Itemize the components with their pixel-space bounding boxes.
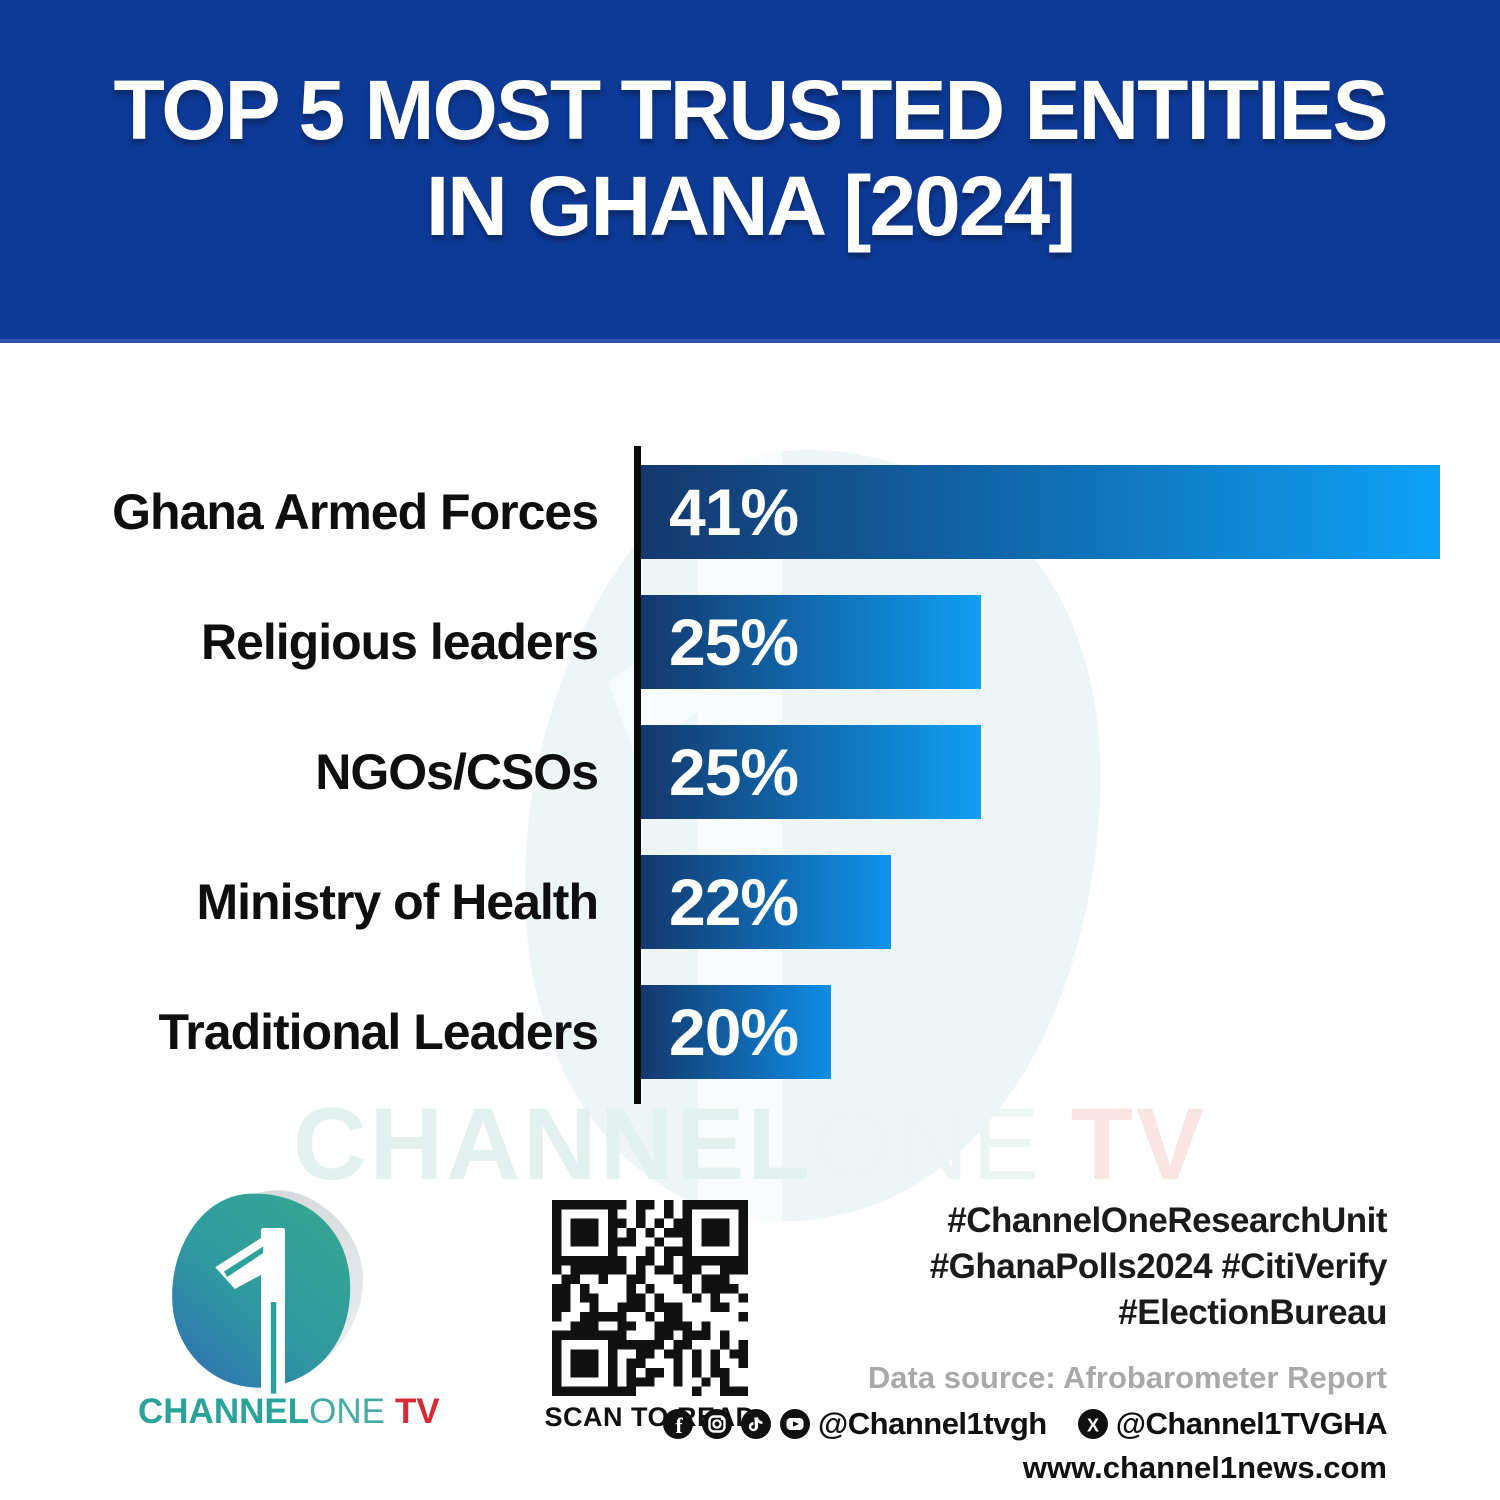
chart-row: Ghana Armed Forces 41%	[0, 465, 1500, 559]
title-line-2: IN GHANA [2024]	[425, 159, 1076, 253]
chart-row: NGOs/CSOs 25%	[0, 725, 1500, 819]
bar-label: Religious leaders	[200, 614, 599, 670]
youtube-icon	[780, 1409, 811, 1439]
x-icon: X	[1077, 1409, 1108, 1439]
watermark-channel: CHANNEL	[292, 1087, 813, 1201]
brand-channel: CHANNEL	[138, 1392, 310, 1431]
header-banner: TOP 5 MOST TRUSTED ENTITIES IN GHANA [20…	[0, 0, 1500, 343]
bar-label: Traditional Leaders	[158, 1004, 599, 1060]
handle-main: @Channel1tvgh	[818, 1406, 1047, 1441]
svg-text:f: f	[675, 1413, 683, 1438]
bar-label: Ministry of Health	[196, 874, 599, 930]
hashtag-line-1: #ChannelOneResearchUnit	[947, 1201, 1387, 1240]
chart-row: Ministry of Health 22%	[0, 855, 1500, 949]
bar-label: NGOs/CSOs	[315, 744, 599, 800]
bar-value: 20%	[669, 995, 799, 1069]
footer-info: #ChannelOneResearchUnit #GhanaPolls2024 …	[662, 1198, 1388, 1486]
bar-value: 22%	[669, 865, 799, 939]
social-row: f @Channel1tvgh X	[662, 1406, 1388, 1442]
hashtag-line-3: #ElectionBureau	[1118, 1293, 1387, 1332]
bar-value: 25%	[669, 605, 799, 679]
svg-text:X: X	[1087, 1416, 1099, 1436]
bar-value: 41%	[669, 475, 799, 549]
chart-axis-line	[634, 446, 641, 1104]
bar: 41%	[641, 465, 1440, 559]
tiktok-icon	[741, 1409, 772, 1439]
watermark-tv: TV	[1070, 1087, 1208, 1201]
bar-value: 25%	[669, 735, 799, 809]
page-title: TOP 5 MOST TRUSTED ENTITIES IN GHANA [20…	[0, 0, 1500, 254]
instagram-icon	[702, 1409, 733, 1439]
title-line-1: TOP 5 MOST TRUSTED ENTITIES	[113, 63, 1388, 157]
bar-label: Ghana Armed Forces	[112, 484, 599, 540]
bar-chart: Ghana Armed Forces 41% Religious leaders 25…	[0, 465, 1500, 1115]
chart-row: Traditional Leaders 20%	[0, 985, 1500, 1079]
website-url: www.channel1news.com	[1022, 1450, 1387, 1485]
bar: 20%	[641, 985, 831, 1079]
qr-code	[552, 1200, 748, 1396]
data-source: Data source: Afrobarometer Report	[867, 1360, 1387, 1395]
hashtag-line-2: #GhanaPolls2024 #CitiVerify	[929, 1247, 1388, 1286]
channel-one-watermark: CHANNELONE TV	[0, 1086, 1500, 1203]
facebook-icon: f	[663, 1409, 694, 1439]
watermark-one: ONE	[812, 1087, 1043, 1201]
bar: 25%	[641, 595, 981, 689]
channel-one-logo	[172, 1190, 363, 1398]
handle-x: @Channel1TVGHA	[1115, 1406, 1388, 1441]
brand-tv: TV	[394, 1392, 440, 1431]
bar: 25%	[641, 725, 981, 819]
brand-wordmark: CHANNELONE TV	[138, 1392, 440, 1432]
brand-one: ONE	[309, 1392, 385, 1431]
logo-one-digit	[215, 1227, 285, 1398]
bar: 22%	[641, 855, 891, 949]
chart-row: Religious leaders 25%	[0, 595, 1500, 689]
